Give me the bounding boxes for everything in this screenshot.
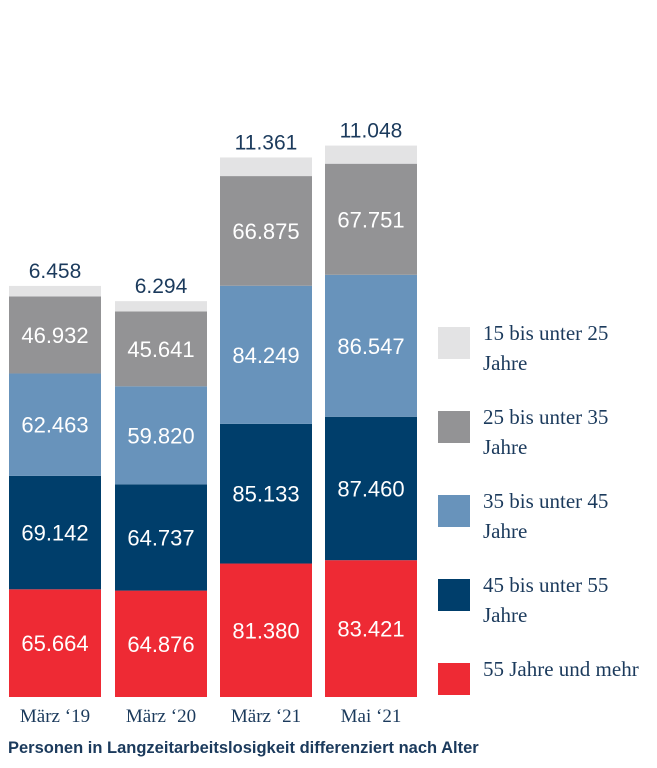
data-label-mai-21-55-jahre-und-mehr: 83.421 [337,617,404,642]
bar-mai-21-35-bis-unter-45-jahre [325,274,417,417]
bar-m-rz-21-55-jahre-und-mehr [220,563,312,697]
data-label-m-rz-21-35-bis-unter-45-jahre: 84.249 [232,343,299,368]
data-label-m-rz-20-35-bis-unter-45-jahre: 59.820 [127,423,194,448]
legend-item-55-plus: 55 Jahre und mehr [438,654,657,738]
bar-m-rz-19-15-bis-unter-25-jahre [9,285,101,297]
bar-m-rz-19-45-bis-unter-55-jahre [9,475,101,590]
chart-caption: Personen in Langzeitarbeitslosigkeit dif… [8,739,479,757]
bar-m-rz-21-35-bis-unter-45-jahre [220,285,312,424]
data-label-mai-21-15-bis-unter-25-jahre: 11.048 [340,120,403,143]
data-label-mai-21-25-bis-unter-35-jahre: 67.751 [337,207,404,232]
legend: 15 bis unter 25 Jahre 25 bis unter 35 Ja… [438,318,657,738]
legend-item-15-25: 15 bis unter 25 Jahre [438,318,657,402]
bar-m-rz-21-45-bis-unter-55-jahre [220,423,312,564]
data-label-m-rz-21-55-jahre-und-mehr: 81.380 [232,618,299,643]
category-label-mai-21: Mai ‘21 [341,706,402,727]
bar-m-rz-20-45-bis-unter-55-jahre [115,484,207,591]
data-label-mai-21-35-bis-unter-45-jahre: 86.547 [337,334,404,359]
bar-m-rz-20-55-jahre-und-mehr [115,590,207,697]
data-label-m-rz-19-35-bis-unter-45-jahre: 62.463 [21,413,88,438]
legend-label-35-45: 35 bis unter 45 Jahre [483,489,609,543]
bar-m-rz-21-25-bis-unter-35-jahre [220,176,312,286]
bar-mai-21-55-jahre-und-mehr [325,560,417,697]
bar-mai-21-25-bis-unter-35-jahre [325,163,417,275]
legend-label-25-35: 25 bis unter 35 Jahre [483,405,609,459]
legend-swatch-15-25 [438,327,470,359]
legend-swatch-35-45 [438,495,470,527]
data-label-m-rz-20-15-bis-unter-25-jahre: 6.294 [135,275,188,298]
data-label-m-rz-20-55-jahre-und-mehr: 64.876 [127,632,194,657]
data-label-m-rz-20-45-bis-unter-55-jahre: 64.737 [127,526,194,551]
category-label-m-rz-21: März ‘21 [231,706,301,727]
legend-swatch-45-55 [438,579,470,611]
bar-m-rz-20-25-bis-unter-35-jahre [115,311,207,387]
bar-m-rz-20-35-bis-unter-45-jahre [115,386,207,485]
bar-m-rz-19-55-jahre-und-mehr [9,589,101,697]
bar-m-rz-21-15-bis-unter-25-jahre [220,157,312,177]
legend-label-15-25: 15 bis unter 25 Jahre [483,321,609,375]
legend-swatch-55-plus [438,663,470,695]
data-label-m-rz-20-25-bis-unter-35-jahre: 45.641 [127,337,194,362]
data-label-m-rz-19-55-jahre-und-mehr: 65.664 [21,631,88,656]
bar-mai-21-15-bis-unter-25-jahre [325,145,417,164]
category-label-m-rz-20: März ‘20 [126,706,196,727]
data-label-m-rz-21-25-bis-unter-35-jahre: 66.875 [232,219,299,244]
data-label-m-rz-21-15-bis-unter-25-jahre: 11.361 [235,131,298,154]
data-label-m-rz-19-45-bis-unter-55-jahre: 69.142 [21,521,88,546]
legend-item-35-45: 35 bis unter 45 Jahre [438,486,657,570]
data-label-mai-21-45-bis-unter-55-jahre: 87.460 [337,476,404,501]
data-label-m-rz-19-25-bis-unter-35-jahre: 46.932 [21,323,88,348]
legend-item-25-35: 25 bis unter 35 Jahre [438,402,657,486]
legend-label-55-plus: 55 Jahre und mehr [483,657,639,681]
legend-swatch-25-35 [438,411,470,443]
bar-mai-21-45-bis-unter-55-jahre [325,416,417,561]
legend-item-45-55: 45 bis unter 55 Jahre [438,570,657,654]
bar-m-rz-19-35-bis-unter-45-jahre [9,373,101,476]
category-label-m-rz-19: März ‘19 [20,706,90,727]
data-label-m-rz-21-45-bis-unter-55-jahre: 85.133 [232,482,299,507]
stacked-bar-chart: 65.664 69.142 62.463 46.932 6.458 März ‘19 64.… [9,120,417,727]
bar-m-rz-20-15-bis-unter-25-jahre [115,301,207,312]
bar-m-rz-19-25-bis-unter-35-jahre [9,296,101,374]
data-label-m-rz-19-15-bis-unter-25-jahre: 6.458 [29,260,82,283]
legend-label-45-55: 45 bis unter 55 Jahre [483,573,609,627]
